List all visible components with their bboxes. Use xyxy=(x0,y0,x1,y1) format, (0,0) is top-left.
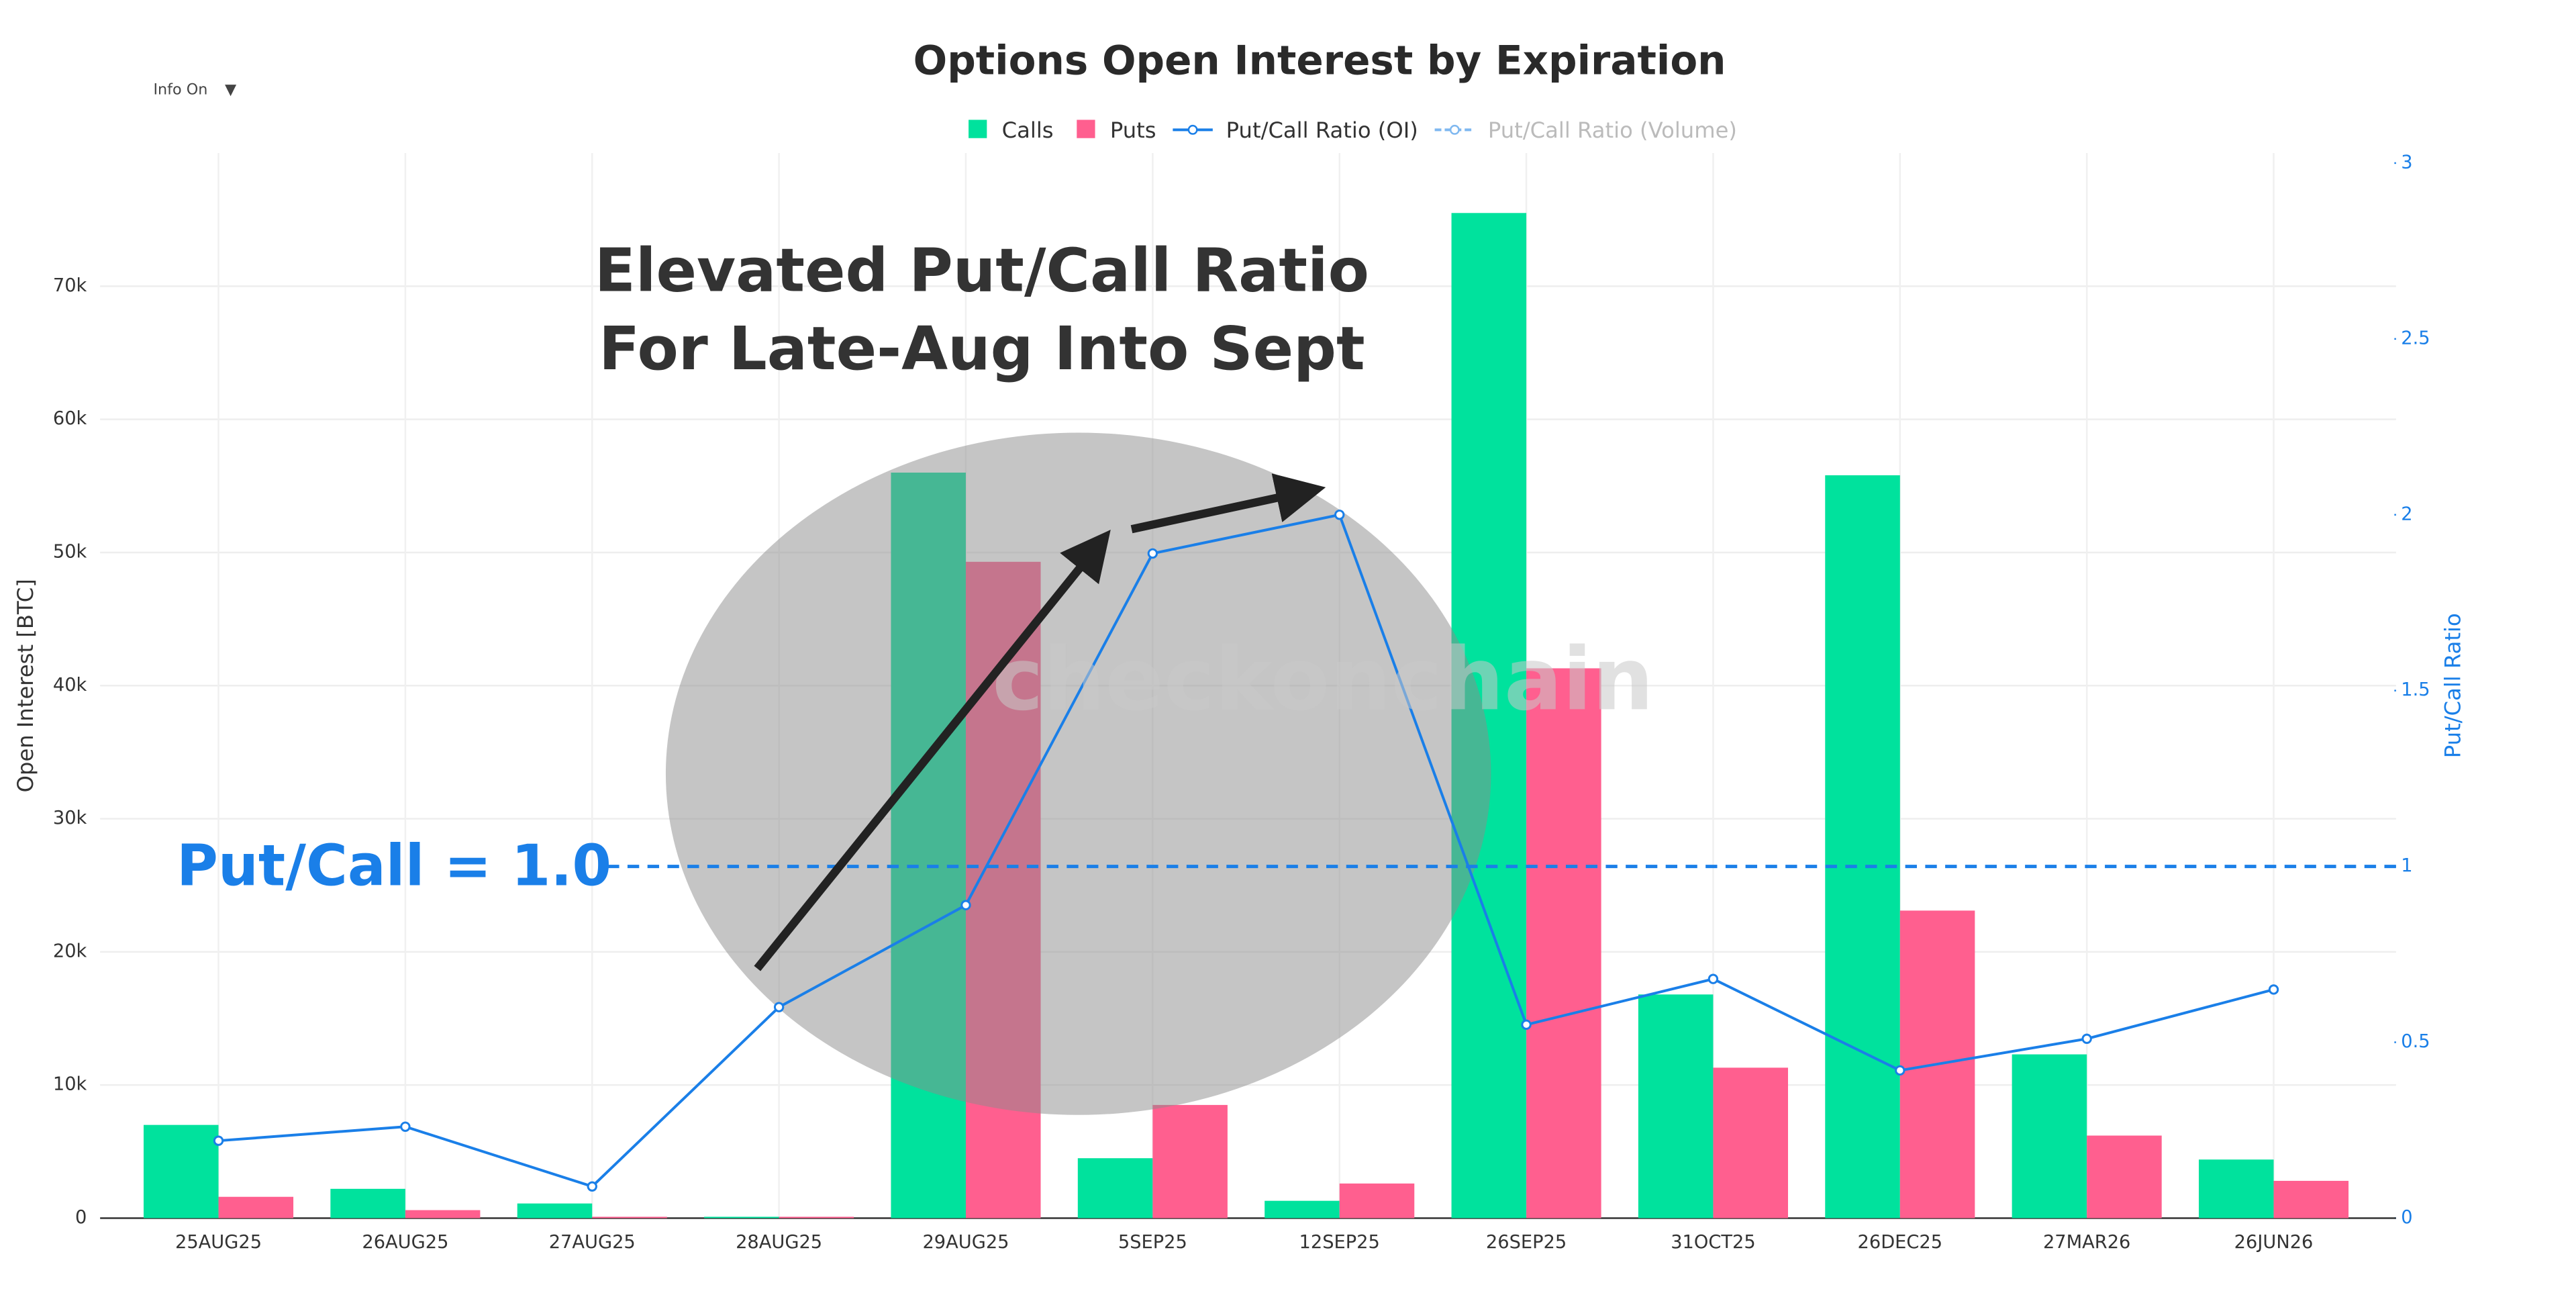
bar xyxy=(1152,1104,1228,1218)
y2-tick-label: 3 xyxy=(2401,152,2412,173)
y-tick-label: 60k xyxy=(53,408,87,429)
highlight-ellipse xyxy=(665,432,1491,1115)
legend-label: Puts xyxy=(1110,117,1156,143)
legend-swatch xyxy=(969,119,987,138)
bar xyxy=(1339,1183,1415,1218)
y2-tick-label: 0 xyxy=(2401,1207,2412,1228)
y2-tick-label: 1.5 xyxy=(2401,679,2430,700)
ratio-point xyxy=(213,1135,224,1146)
info-toggle[interactable]: Info On xyxy=(153,81,207,98)
chart-title: Options Open Interest by Expiration xyxy=(913,38,1726,84)
y-tick-label: 0 xyxy=(75,1207,87,1228)
ratio-point xyxy=(2268,984,2279,995)
ratio-point xyxy=(1147,548,1158,559)
x-tick-label: 5SEP25 xyxy=(1118,1232,1187,1253)
bar xyxy=(1638,994,1714,1218)
ratio-line xyxy=(218,513,2275,1188)
bar xyxy=(405,1210,481,1218)
x-tick-label: 31OCT25 xyxy=(1671,1232,1755,1253)
legend-swatch xyxy=(1077,119,1095,138)
bar xyxy=(2087,1135,2162,1218)
bar xyxy=(517,1203,593,1218)
y-tick-label: 20k xyxy=(53,941,87,961)
bar xyxy=(143,1124,219,1218)
legend-label: Calls xyxy=(1002,117,1054,143)
y2-tick-label: 0.5 xyxy=(2401,1031,2430,1052)
legend-label: Put/Call Ratio (OI) xyxy=(1226,117,1418,143)
bar xyxy=(704,1216,779,1218)
bar xyxy=(1825,475,1900,1218)
legend-swatch xyxy=(1187,124,1198,135)
ratio-point xyxy=(1707,973,1719,984)
x-tick-label: 28AUG25 xyxy=(736,1232,822,1253)
watermark: checkonchain xyxy=(992,629,1654,730)
x-tick-label: 26SEP25 xyxy=(1486,1232,1567,1253)
ratio-point xyxy=(2081,1033,2092,1044)
bar xyxy=(1265,1200,1340,1218)
bar xyxy=(592,1216,667,1218)
ratio-point xyxy=(587,1181,597,1192)
ratio-point xyxy=(400,1121,411,1132)
y-tick-label: 50k xyxy=(53,541,87,562)
reference-label: Put/Call = 1.0 xyxy=(177,833,611,899)
y-tick-label: 30k xyxy=(53,808,87,828)
bar xyxy=(2198,1159,2274,1218)
bar xyxy=(1077,1158,1153,1218)
ratio-point xyxy=(1334,510,1345,520)
y-axis-title: Open Interest [BTC] xyxy=(13,579,38,792)
ratio-point xyxy=(773,1002,785,1012)
y2-tick-label: 1 xyxy=(2401,855,2412,876)
bar xyxy=(330,1188,405,1218)
ratio-point xyxy=(960,900,971,910)
x-tick-label: 27AUG25 xyxy=(549,1232,636,1253)
foreground-layer: Put/Call = 1.0 Calls Puts Put/Call Ratio (O… xyxy=(177,117,2396,1192)
bar xyxy=(779,1216,854,1218)
x-tick-label: 12SEP25 xyxy=(1299,1232,1380,1253)
arrow xyxy=(754,530,1111,971)
legend-swatch xyxy=(1449,124,1460,135)
x-tick-label: 27MAR26 xyxy=(2043,1232,2130,1253)
x-tick-label: 26AUG25 xyxy=(362,1232,448,1253)
ratio-point xyxy=(1895,1065,1905,1076)
y-tick-label: 10k xyxy=(53,1074,87,1095)
annotation: Elevated Put/Call Ratio xyxy=(595,236,1369,305)
x-tick-label: 26JUN26 xyxy=(2234,1232,2314,1253)
y-tick-label: 40k xyxy=(53,675,87,696)
legend-label: Put/Call Ratio (Volume) xyxy=(1488,117,1737,143)
bar xyxy=(1713,1067,1788,1218)
y2-axis-title: Put/Call Ratio xyxy=(2440,613,2466,758)
bar xyxy=(1526,668,1601,1218)
x-tick-label: 29AUG25 xyxy=(922,1232,1009,1253)
x-tick-label: 26DEC25 xyxy=(1858,1232,1943,1253)
dropdown-arrow[interactable]: ▼ xyxy=(225,81,237,98)
bar xyxy=(2273,1180,2349,1218)
bar xyxy=(218,1196,294,1218)
x-tick-label: 25AUG25 xyxy=(175,1232,262,1253)
y2-tick-label: 2 xyxy=(2401,504,2412,524)
annotation: For Late-Aug Into Sept xyxy=(599,314,1365,384)
y2-tick-label: 2.5 xyxy=(2401,328,2430,348)
y-tick-label: 70k xyxy=(53,275,87,296)
bar xyxy=(2012,1054,2087,1218)
ratio-point xyxy=(1521,1019,1532,1031)
arrow xyxy=(1130,473,1326,534)
